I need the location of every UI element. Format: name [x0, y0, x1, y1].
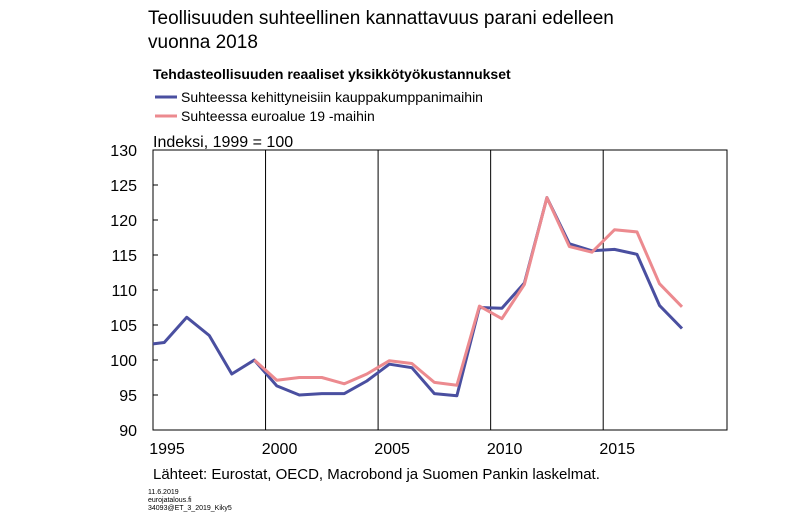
chart-subtitle: Tehdasteollisuuden reaaliset yksikkötyök…	[153, 66, 511, 82]
footer: 34093@ET_3_2019_Kiky5	[148, 505, 232, 512]
y-tick-label: 110	[111, 283, 137, 300]
plot-frame	[152, 149, 728, 431]
x-tick-label: 1995	[149, 441, 185, 458]
x-tick-label: 2015	[599, 441, 635, 458]
data-line	[253, 196, 684, 387]
y-tick-label: 120	[110, 213, 137, 230]
x-tick-label: 2010	[487, 441, 523, 458]
data-line	[152, 196, 684, 398]
chart-title: vuonna 2018	[148, 32, 258, 53]
footer: 11.6.2019	[148, 489, 179, 496]
y-tick-label: 95	[119, 388, 137, 405]
x-tick-label: 2005	[374, 441, 410, 458]
legend-label: Suhteessa kehittyneisiin kauppakumppanim…	[181, 89, 483, 105]
x-tick-label: 2000	[262, 441, 298, 458]
legend-label: Suhteessa euroalue 19 -maihin	[181, 108, 375, 124]
y-tick-label: 115	[111, 248, 137, 265]
footer: eurojatalous.fi	[148, 497, 192, 504]
chart-title: Teollisuuden suhteellinen kannattavuus p…	[148, 8, 614, 29]
source-note: Lähteet: Eurostat, OECD, Macrobond ja Su…	[153, 466, 600, 483]
y-tick-label: 105	[110, 318, 137, 335]
y-tick-label: 130	[110, 143, 137, 160]
y-tick-label: 125	[110, 178, 137, 195]
y-axis-label: Indeksi, 1999 = 100	[153, 134, 293, 151]
y-tick-label: 90	[119, 423, 137, 440]
y-tick-label: 100	[110, 353, 137, 370]
